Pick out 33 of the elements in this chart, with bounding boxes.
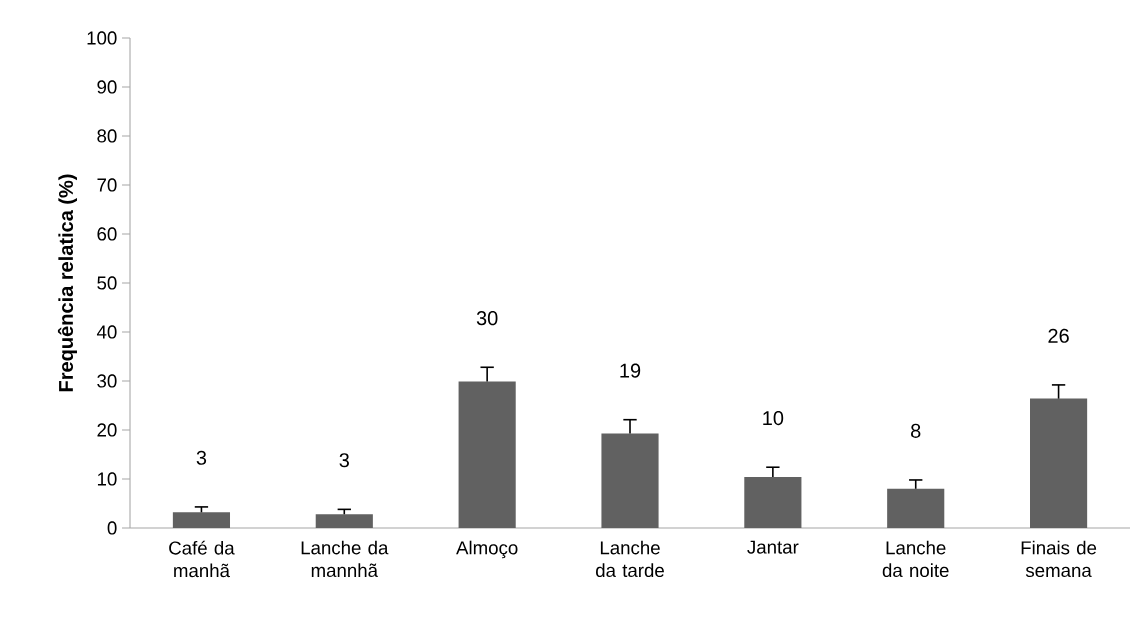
data-label: 30	[476, 311, 498, 326]
bar	[315, 514, 373, 528]
bar	[1030, 398, 1088, 528]
y-tick-label: 0	[107, 521, 117, 535]
bar	[172, 512, 231, 528]
bar	[601, 433, 659, 528]
bar	[744, 477, 802, 528]
x-tick-label: Almoço	[456, 540, 518, 559]
x-tick-label: Jantar	[747, 540, 799, 554]
data-label: 26	[1048, 328, 1069, 343]
y-tick-label: 70	[97, 178, 117, 192]
y-tick-label: 40	[96, 325, 117, 339]
y-tick-label: 80	[97, 129, 117, 143]
y-tick-label: 90	[97, 80, 117, 94]
y-tick-label: 10	[97, 472, 117, 486]
x-tick-label: Lanche da noite	[882, 540, 949, 578]
y-tick-label: 100	[87, 31, 117, 45]
x-tick-label: Lanche da tarde	[596, 540, 664, 578]
y-axis-title: Frequência relatica (%)	[57, 174, 77, 392]
x-tick-label: Café da manhã	[169, 540, 235, 578]
y-tick-label: 50	[97, 276, 117, 290]
data-label: 19	[620, 363, 641, 378]
y-tick-label: 20	[97, 423, 117, 437]
data-label: 8	[911, 423, 921, 438]
data-label: 3	[196, 450, 207, 465]
x-tick-label: Finais de semana	[1021, 540, 1097, 578]
data-label: 3	[339, 453, 349, 468]
y-tick-label: 30	[97, 374, 117, 388]
y-tick-label: 60	[97, 227, 117, 241]
bar	[458, 381, 516, 528]
bar	[887, 488, 945, 528]
x-tick-label: Lanche da mannhã	[301, 540, 389, 578]
data-label: 10	[763, 411, 784, 426]
